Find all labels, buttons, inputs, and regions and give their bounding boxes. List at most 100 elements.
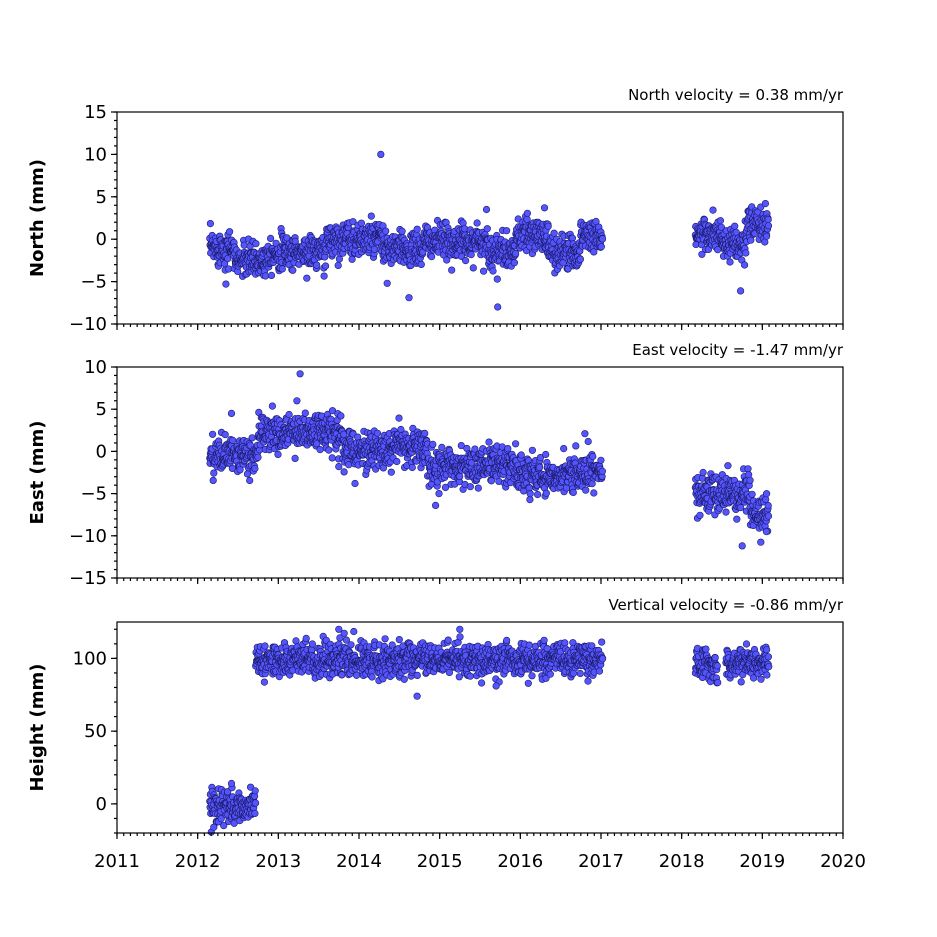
velocity-title: East velocity = -1.47 mm/yr (632, 341, 844, 359)
data-point (303, 274, 311, 282)
data-point (473, 219, 481, 227)
data-point (313, 440, 321, 448)
data-point (337, 412, 345, 420)
data-point (511, 440, 520, 448)
data-point (316, 446, 324, 454)
data-point (584, 677, 592, 685)
data-point (435, 490, 443, 498)
data-point-outlier (227, 409, 236, 418)
data-point (598, 467, 607, 475)
data-point-outlier (482, 205, 491, 214)
data-point (747, 236, 755, 244)
data-point-outlier (383, 279, 391, 287)
data-point (334, 261, 342, 270)
data-point (243, 470, 252, 478)
data-point (229, 436, 237, 445)
data-point (535, 463, 544, 471)
data-point (590, 489, 598, 497)
data-point (240, 241, 248, 249)
data-point-outlier (377, 150, 385, 158)
data-point (699, 468, 707, 477)
data-point (417, 260, 425, 269)
data-point-outlier (335, 625, 343, 633)
data-point (400, 675, 408, 683)
data-point (533, 490, 542, 499)
y-tick-label: 100 (73, 648, 107, 669)
data-point (221, 431, 229, 439)
data-points (206, 625, 773, 836)
data-point (503, 636, 511, 645)
data-point (320, 272, 328, 280)
data-point (210, 469, 218, 477)
y-tick-label: 5 (96, 187, 107, 208)
data-point (572, 442, 580, 450)
data-point (757, 675, 765, 683)
data-point (321, 253, 329, 261)
data-point (381, 635, 389, 643)
data-point (292, 637, 300, 645)
data-point (456, 633, 464, 641)
data-point (590, 248, 598, 256)
data-point (763, 671, 771, 679)
data-point (598, 235, 607, 243)
data-point (251, 809, 259, 818)
data-point (764, 512, 773, 520)
data-point (711, 653, 719, 662)
data-point (526, 496, 534, 504)
data-point (560, 445, 568, 453)
data-point (456, 472, 464, 481)
data-point (429, 440, 437, 449)
data-point (413, 671, 421, 680)
data-point (393, 457, 401, 466)
data-point (338, 671, 346, 679)
data-point (511, 250, 520, 258)
data-point-outlier (335, 463, 343, 471)
data-point (764, 222, 773, 230)
data-point-outlier (227, 779, 236, 788)
data-point (764, 216, 772, 224)
data-point (737, 678, 745, 686)
y-tick-label: −5 (80, 484, 107, 505)
data-point (761, 200, 770, 208)
data-point (569, 488, 577, 497)
data-point (757, 538, 765, 546)
data-point (525, 641, 533, 649)
data-point-outlier (738, 542, 746, 550)
data-point (544, 222, 552, 230)
data-point (714, 678, 722, 687)
data-point (702, 645, 710, 653)
data-point (350, 627, 358, 636)
data-point (448, 266, 456, 274)
data-point (367, 212, 375, 220)
data-point (736, 504, 745, 512)
data-point (206, 220, 214, 228)
data-point (226, 228, 234, 236)
data-point (576, 669, 584, 678)
y-tick-label: −15 (69, 568, 107, 589)
data-point (224, 255, 232, 263)
velocity-title: North velocity = 0.38 mm/yr (628, 86, 844, 104)
data-point (764, 653, 773, 661)
data-point (742, 640, 751, 648)
data-point (268, 402, 277, 410)
data-point (731, 222, 739, 230)
y-tick-label: 10 (84, 144, 107, 165)
data-point (469, 264, 477, 272)
data-point (322, 262, 330, 270)
data-point (762, 495, 770, 504)
y-tick-label: −5 (80, 272, 107, 293)
data-point (733, 515, 741, 523)
data-point (765, 663, 773, 671)
data-point (762, 232, 771, 240)
data-points (206, 150, 773, 311)
data-point (746, 476, 754, 484)
data-point (395, 414, 403, 422)
data-point-outlier (405, 294, 413, 302)
data-point (485, 438, 493, 446)
data-point (467, 251, 475, 259)
data-point (251, 464, 259, 473)
data-point (252, 240, 260, 248)
data-point (428, 253, 436, 261)
data-point (246, 476, 254, 485)
